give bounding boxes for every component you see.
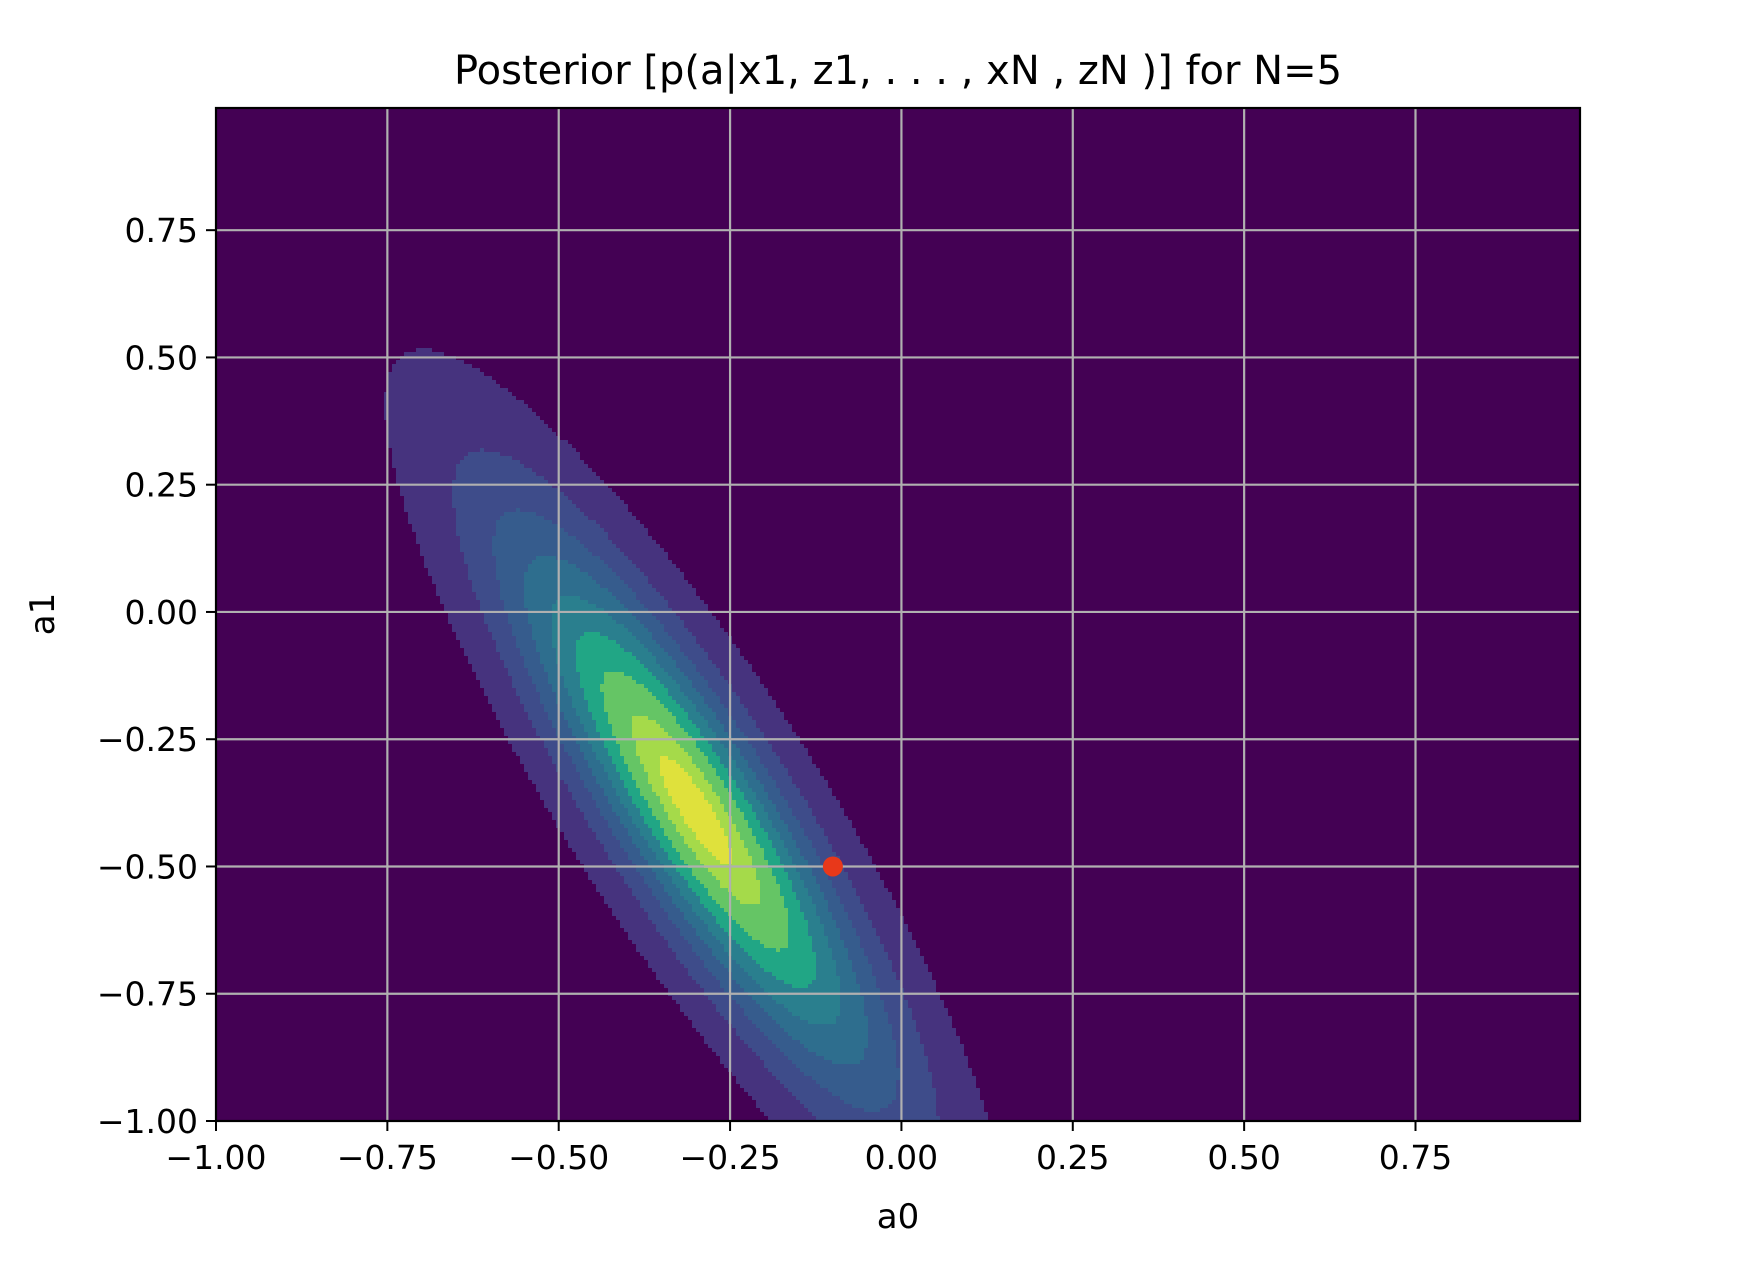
x-tick-label: −1.00 — [165, 1138, 266, 1177]
data-point-marker — [822, 856, 843, 877]
x-tick-label: −0.25 — [680, 1138, 781, 1177]
x-axis-ticks: −1.00 −0.75 −0.50 −0.25 0.00 0.25 0.50 0.75 — [165, 1121, 1452, 1177]
y-tick-label: 0.75 — [125, 211, 198, 250]
y-tick-label: −0.25 — [97, 720, 198, 759]
x-tick-label: 0.25 — [1036, 1138, 1109, 1177]
x-tick-label: −0.50 — [508, 1138, 609, 1177]
contour-fill — [384, 348, 988, 1121]
x-tick-label: 0.50 — [1207, 1138, 1280, 1177]
contour-level-9 — [660, 756, 732, 864]
y-axis-ticks: −1.00 −0.75 −0.50 −0.25 0.00 0.25 0.50 0.75 — [97, 211, 216, 1141]
plot-frame — [214, 106, 1582, 1123]
y-tick-label: 0.00 — [125, 593, 198, 632]
y-tick-label: 0.25 — [125, 466, 198, 505]
y-tick-label: −0.50 — [97, 847, 198, 886]
y-tick-label: −1.00 — [97, 1102, 198, 1141]
y-axis-label: a1 — [23, 593, 63, 635]
y-tick-label: −0.75 — [97, 975, 198, 1014]
x-tick-label: −0.75 — [337, 1138, 438, 1177]
x-axis-label: a0 — [877, 1197, 919, 1237]
x-tick-label: 0.00 — [865, 1138, 938, 1177]
y-tick-label: 0.50 — [125, 338, 198, 377]
chart-title: Posterior [p(a|x1, z1, . . . , xN , zN )… — [454, 48, 1342, 94]
grid-lines — [216, 108, 1580, 1121]
x-tick-label: 0.75 — [1379, 1138, 1452, 1177]
